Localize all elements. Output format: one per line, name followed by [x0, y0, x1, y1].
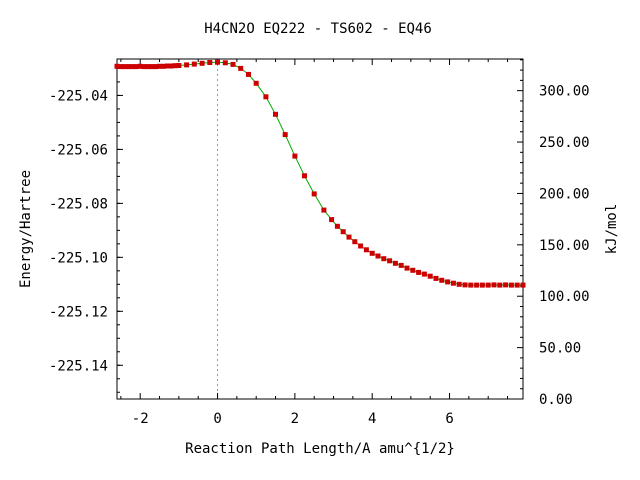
- data-point: [427, 273, 433, 279]
- chart-title: H4CN2O EQ222 - TS602 - EQ46: [204, 21, 432, 37]
- data-point: [363, 247, 369, 253]
- data-point: [456, 281, 462, 287]
- x-axis-label: Reaction Path Length/A amu^{1/2}: [185, 441, 455, 457]
- data-point: [514, 282, 520, 288]
- y-tick-label: -225.10: [49, 250, 108, 266]
- y2-tick-label: 50.00: [539, 341, 581, 357]
- data-point: [172, 63, 178, 69]
- data-point: [168, 63, 174, 69]
- x-tick-label: -2: [132, 411, 149, 427]
- data-point: [346, 234, 352, 240]
- data-point: [485, 282, 491, 288]
- energy-curve-points: [114, 59, 526, 288]
- data-point: [207, 60, 213, 65]
- data-point: [133, 64, 139, 70]
- x-tick-label: 2: [291, 411, 299, 427]
- x-tick-label: 6: [445, 411, 453, 427]
- data-point: [497, 282, 503, 288]
- y-tick-label: -225.08: [49, 196, 108, 212]
- data-point: [238, 65, 244, 71]
- data-point: [164, 63, 170, 69]
- y2-tick-label: 100.00: [539, 289, 590, 305]
- data-point: [122, 64, 128, 70]
- y-tick-label: -225.04: [49, 88, 108, 104]
- data-point: [508, 282, 514, 288]
- energy-curve-line: [116, 61, 523, 286]
- data-point: [392, 260, 398, 266]
- data-point: [191, 61, 197, 67]
- data-point: [126, 64, 132, 70]
- data-point: [433, 275, 439, 281]
- y-tick-label: -225.12: [49, 304, 108, 320]
- data-point: [302, 173, 307, 179]
- data-point: [222, 60, 228, 66]
- data-point: [416, 269, 422, 275]
- y-tick-label: -225.14: [49, 358, 108, 374]
- data-point: [421, 271, 427, 277]
- data-point: [474, 282, 480, 288]
- data-point: [149, 64, 155, 70]
- y-axis-ticks: -225.04 -225.06 -225.08 -225.10 -225.12 -225.…: [49, 67, 123, 393]
- data-point: [199, 60, 205, 66]
- data-point: [491, 282, 497, 288]
- data-point: [404, 265, 410, 271]
- data-point: [282, 132, 288, 138]
- data-point: [334, 223, 340, 229]
- data-point: [311, 191, 317, 197]
- data-point: [450, 280, 456, 286]
- y2-tick-label: 250.00: [539, 135, 590, 151]
- data-point: [160, 63, 166, 69]
- data-point: [445, 279, 451, 285]
- x-tick-label: 0: [213, 411, 221, 427]
- y2-axis-label: kJ/mol: [604, 204, 620, 255]
- data-point: [352, 239, 358, 245]
- data-point: [263, 94, 269, 100]
- y-tick-label: -225.06: [49, 142, 108, 158]
- y2-tick-label: 150.00: [539, 238, 590, 254]
- y2-tick-label: 300.00: [539, 84, 590, 100]
- data-point: [321, 207, 327, 213]
- data-point: [137, 63, 143, 69]
- data-point: [439, 277, 445, 283]
- data-point: [292, 153, 298, 159]
- y2-axis-ticks: 300.00 250.00 200.00 150.00 100.00 50.00 0.00: [517, 59, 590, 408]
- data-point: [503, 282, 509, 288]
- data-point: [462, 282, 468, 288]
- data-point: [157, 63, 162, 69]
- data-point: [375, 253, 381, 259]
- data-point: [141, 64, 147, 70]
- y-axis-label: Energy/Hartree: [18, 170, 34, 288]
- data-point: [381, 256, 387, 262]
- data-point: [329, 217, 335, 223]
- data-point: [114, 63, 120, 69]
- data-point: [479, 282, 485, 288]
- x-tick-label: 4: [368, 411, 376, 427]
- data-point: [340, 229, 346, 235]
- plot-area-frame: [116, 58, 524, 400]
- data-point: [358, 243, 364, 249]
- data-point: [118, 64, 124, 70]
- x-axis-ticks: -2 0 2 4 6: [120, 59, 509, 427]
- data-point: [176, 63, 182, 68]
- data-point: [230, 61, 236, 67]
- data-point: [145, 64, 151, 70]
- y2-tick-label: 0.00: [539, 392, 573, 408]
- data-point: [387, 258, 393, 264]
- data-point: [130, 64, 135, 70]
- data-point: [520, 282, 526, 288]
- data-point: [253, 80, 259, 86]
- data-point: [273, 111, 278, 117]
- data-point: [153, 64, 159, 70]
- data-point: [215, 59, 220, 65]
- data-point: [468, 282, 474, 288]
- data-point: [369, 250, 375, 256]
- data-point: [246, 71, 251, 77]
- data-point: [184, 62, 190, 68]
- data-point: [398, 262, 404, 268]
- data-point: [410, 267, 416, 273]
- y2-tick-label: 200.00: [539, 186, 590, 202]
